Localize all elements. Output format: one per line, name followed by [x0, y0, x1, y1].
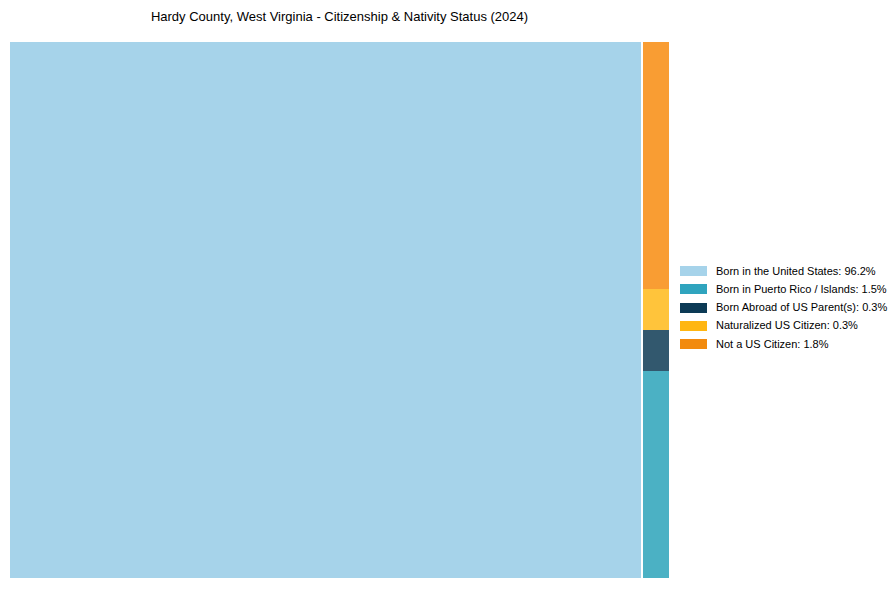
legend-swatch-born-abroad-of-us-parent-s [680, 303, 707, 313]
legend-label: Born in Puerto Rico / Islands: 1.5% [716, 284, 887, 295]
legend-label: Born Abroad of US Parent(s): 0.3% [716, 302, 887, 313]
treemap-block-not-a-us-citizen [643, 42, 669, 289]
treemap-plot [10, 42, 669, 578]
legend-item-not-a-us-citizen: Not a US Citizen: 1.8% [680, 339, 887, 349]
legend-item-naturalized-us-citizen: Naturalized US Citizen: 0.3% [680, 321, 887, 331]
treemap-block-born-in-puerto-rico-islands [643, 371, 669, 578]
legend-label: Naturalized US Citizen: 0.3% [716, 320, 858, 331]
chart-legend: Born in the United States: 96.2% Born in … [680, 266, 887, 349]
treemap-block-naturalized-us-citizen [643, 289, 669, 330]
chart-canvas: Hardy County, West Virginia - Citizenshi… [0, 0, 889, 590]
treemap-block-born-in-the-united-states [10, 42, 641, 578]
treemap-block-born-abroad-of-us-parent-s [643, 330, 669, 371]
legend-swatch-naturalized-us-citizen [680, 321, 707, 331]
legend-item-born-in-the-united-states: Born in the United States: 96.2% [680, 266, 887, 276]
legend-swatch-born-in-puerto-rico-islands [680, 284, 707, 294]
legend-label: Born in the United States: 96.2% [716, 266, 876, 277]
legend-item-born-abroad-of-us-parent-s: Born Abroad of US Parent(s): 0.3% [680, 303, 887, 313]
legend-item-born-in-puerto-rico-islands: Born in Puerto Rico / Islands: 1.5% [680, 284, 887, 294]
legend-swatch-not-a-us-citizen [680, 339, 707, 349]
legend-label: Not a US Citizen: 1.8% [716, 339, 829, 350]
legend-swatch-born-in-the-united-states [680, 266, 707, 276]
chart-title: Hardy County, West Virginia - Citizenshi… [10, 9, 669, 24]
